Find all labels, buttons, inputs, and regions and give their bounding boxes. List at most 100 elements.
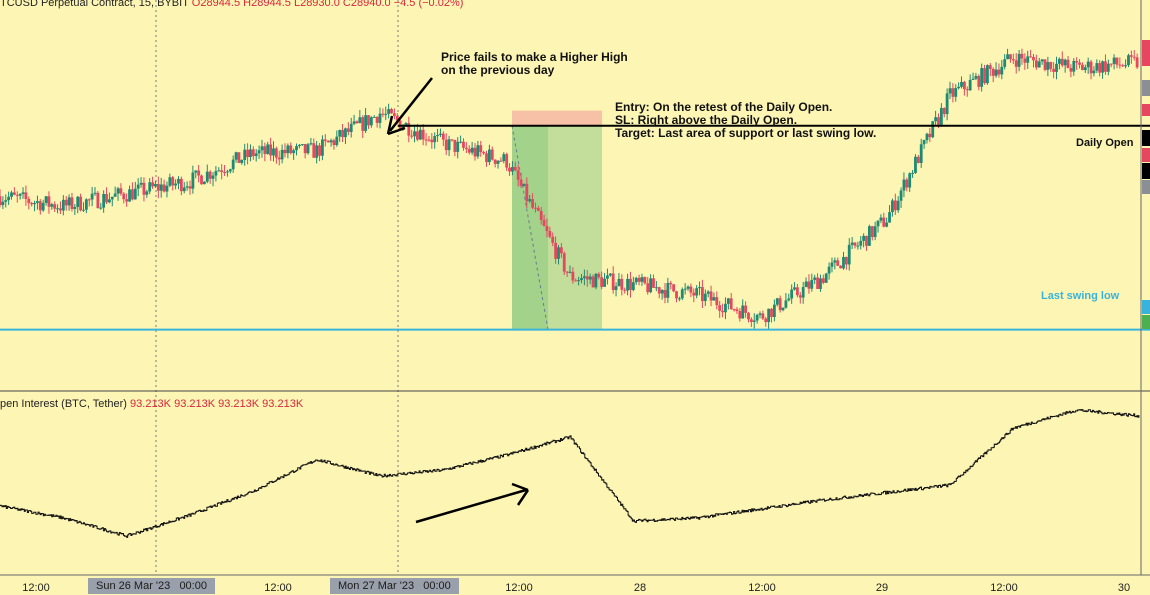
candle-body xyxy=(606,275,609,279)
candle xyxy=(361,115,365,138)
candle-body xyxy=(839,265,843,269)
candle xyxy=(1040,58,1044,65)
candle xyxy=(582,269,586,286)
candle xyxy=(390,107,393,114)
candle-body xyxy=(833,260,837,263)
candle-body xyxy=(318,145,321,156)
candle xyxy=(1104,54,1107,75)
candle xyxy=(234,151,238,163)
candle-body xyxy=(1,201,5,206)
candle xyxy=(87,198,91,207)
candle-body xyxy=(643,277,647,284)
candle-body xyxy=(1046,62,1050,70)
candle-body xyxy=(286,145,290,154)
candle-body xyxy=(237,152,241,163)
candle xyxy=(821,274,825,285)
candle xyxy=(73,204,77,215)
candle xyxy=(819,274,822,292)
candle xyxy=(931,120,935,139)
candle-body xyxy=(1081,64,1084,71)
candle xyxy=(611,266,615,294)
price-marker xyxy=(1142,300,1150,314)
candle-body xyxy=(965,89,969,91)
candle xyxy=(600,271,604,290)
candle-body xyxy=(813,277,817,280)
candle-body xyxy=(559,247,563,254)
x-tick: 30 xyxy=(1117,582,1131,594)
candle xyxy=(856,241,860,250)
candle-body xyxy=(50,204,54,207)
x-tick: 12:00 xyxy=(22,582,50,594)
oi-header: pen Interest (BTC, Tether) 93.213K 93.21… xyxy=(0,398,303,410)
candle xyxy=(200,174,203,185)
price-marker xyxy=(1142,315,1150,329)
stop-loss-zone xyxy=(512,110,602,126)
candle-body xyxy=(660,290,664,294)
candle-body xyxy=(565,271,569,273)
candle xyxy=(171,175,175,191)
candle-body xyxy=(983,68,986,84)
candle xyxy=(1086,57,1090,74)
candle-body xyxy=(747,312,750,320)
candle xyxy=(145,189,149,198)
candle xyxy=(565,271,569,277)
candle-body xyxy=(922,140,926,145)
candle-body xyxy=(939,108,943,125)
candle xyxy=(790,284,794,304)
x-tick: 12:00 xyxy=(264,582,292,594)
candle xyxy=(824,272,828,284)
candle xyxy=(205,164,209,184)
candle-body xyxy=(272,148,275,156)
candle xyxy=(784,293,788,309)
candle-body xyxy=(819,278,822,289)
candle-body xyxy=(1092,70,1096,74)
candle xyxy=(240,159,244,165)
candle xyxy=(945,88,949,121)
candle xyxy=(761,310,765,321)
candle-body xyxy=(1032,56,1035,61)
candle-body xyxy=(741,305,745,319)
candle xyxy=(246,143,249,165)
candle-body xyxy=(816,277,819,289)
candle xyxy=(21,187,25,199)
candle-body xyxy=(191,172,195,189)
candle xyxy=(957,82,961,90)
candle xyxy=(1129,50,1133,64)
high-value: H28944.5 xyxy=(243,0,291,9)
price-marker xyxy=(1142,148,1150,162)
candle-body xyxy=(96,192,100,209)
candle-body xyxy=(493,159,497,164)
candle-body xyxy=(908,173,912,188)
candle xyxy=(816,273,819,289)
candle-body xyxy=(188,186,192,189)
candle-body xyxy=(1055,63,1058,72)
candle xyxy=(1121,63,1125,68)
candle xyxy=(859,236,863,250)
candle xyxy=(1135,53,1139,69)
candle-body xyxy=(957,86,961,89)
candle-body xyxy=(280,149,284,160)
candle-body xyxy=(971,78,975,80)
candle-body xyxy=(637,277,641,282)
candle-body xyxy=(369,117,373,126)
candle-body xyxy=(99,207,103,209)
candle-body xyxy=(988,65,992,69)
candle-body xyxy=(991,68,995,76)
candle-body xyxy=(870,226,874,238)
candle xyxy=(479,140,483,157)
candle xyxy=(136,178,140,197)
candle-body xyxy=(617,278,621,287)
candle-body xyxy=(790,289,794,299)
candle-body xyxy=(954,88,958,97)
candle-body xyxy=(456,141,460,152)
candle xyxy=(801,281,805,304)
candle xyxy=(407,116,411,143)
x-tick-date: Mon 27 Mar '23 xyxy=(338,580,415,592)
candle xyxy=(1032,53,1035,68)
candle-body xyxy=(1124,65,1128,67)
candle-body xyxy=(726,298,730,304)
candle-body xyxy=(960,81,963,87)
candle xyxy=(464,142,468,153)
candle xyxy=(591,274,595,288)
candle-body xyxy=(1000,66,1004,75)
